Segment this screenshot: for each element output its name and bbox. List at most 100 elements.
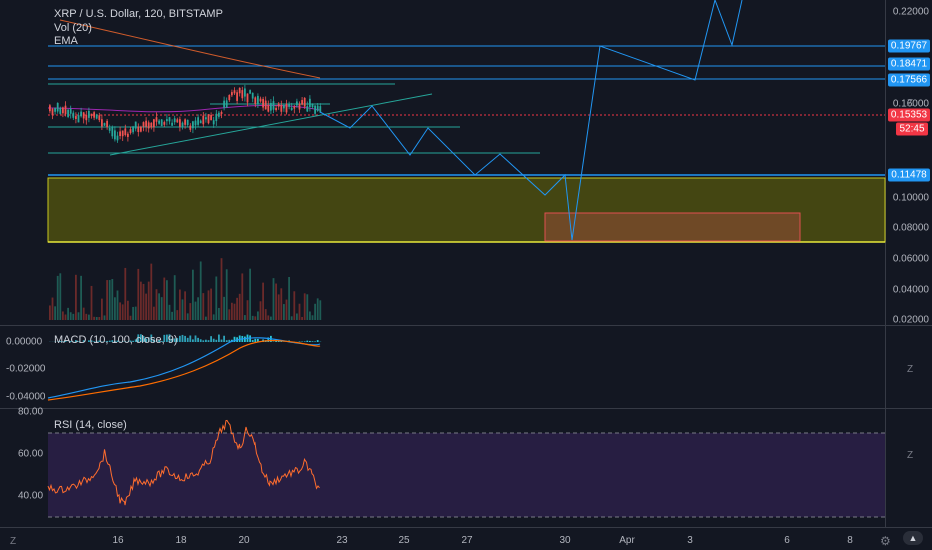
candle [56,102,59,112]
volume-bar [301,316,303,320]
candle [197,117,199,125]
candle [106,120,108,128]
volume-bar [49,305,51,320]
volume-bar [280,288,283,320]
volume-bar [202,293,205,320]
macd-hist-bar [132,340,134,342]
macd-hist-bar [121,341,124,342]
macd-hist-bar [137,334,140,342]
volume-bar [171,311,173,320]
candle [140,126,142,132]
price-axis[interactable] [885,0,932,325]
volume-bar [212,314,215,320]
macd-hist-bar [205,339,207,342]
macd-hist-bar [223,335,225,342]
price-tick: 0.22000 [892,6,929,18]
volume-bar [140,281,142,320]
candle [316,105,319,111]
macd-hist-bar [155,340,158,342]
symbol-legend[interactable]: XRP / U.S. Dollar, 120, BITSTAMP [54,8,223,20]
candle [311,104,314,108]
vol-legend[interactable]: Vol (20) [54,22,92,34]
macd-hist-bar [238,335,241,342]
candle [228,95,231,101]
macd-signal-line [47,340,321,401]
volume-bar [142,283,145,320]
rsi-band [48,433,885,517]
volume-bar [69,312,72,320]
volume-bar [298,303,301,320]
volume-bar [259,301,262,320]
macd-hist-bar [306,340,309,342]
volume-bar [210,288,212,320]
macd-hist-bar [147,337,150,342]
candle [95,114,98,119]
countdown-badge: 52:45 [896,122,928,136]
zoom-icon[interactable]: Z [10,536,17,547]
macd-hist-bar [233,336,236,342]
macd-hist-bar [82,340,85,342]
macd-hist-bar [150,334,153,342]
candle [67,109,69,117]
macd-hist-bar [194,335,197,342]
macd-hist-bar [90,340,93,342]
macd-hist-bar [249,335,251,342]
zoom-icon[interactable]: Z [907,450,914,461]
candle [275,107,277,111]
volume-bar [272,278,275,320]
candle [303,97,306,107]
ema-line [59,19,321,79]
candle [223,100,225,108]
zoom-icon[interactable]: Z [907,98,914,109]
volume-bar [311,315,314,320]
macd-hist-bar [228,339,231,342]
volume-bar [145,293,147,320]
rsi-line [47,419,320,506]
candle [184,119,186,125]
candle [132,126,134,133]
candle [244,88,246,97]
candle [160,119,163,127]
price-tick: 0.16000 [892,98,929,110]
macd-hist-bar [311,341,314,342]
candle [288,103,290,107]
candle [259,98,262,102]
gear-icon[interactable]: ⚙ [880,534,891,548]
volume-bar [95,316,98,320]
macd-pane[interactable] [0,326,885,408]
macd-axis[interactable] [885,326,932,408]
macd-hist-bar [210,336,212,342]
candle [147,122,150,129]
price-badge-18471: 0.18471 [888,57,930,71]
zoom-icon[interactable]: Z [907,364,914,375]
volume-bar [137,268,140,320]
volume-bar [90,285,93,320]
candle [137,126,140,133]
candle [272,101,275,110]
price-pane[interactable] [0,0,885,325]
price-tick: 0.08000 [892,222,929,234]
pane-separator[interactable] [0,408,932,409]
price-badge-11478: 0.11478 [888,168,930,182]
rsi-axis[interactable] [885,409,932,527]
ema-legend[interactable]: EMA [54,35,78,47]
candle [225,100,228,108]
macd-hist-bar [114,340,116,342]
macd-hist-bar [142,336,145,342]
price-tick: 0.02000 [892,314,929,326]
rsi-legend[interactable]: RSI (14, close) [54,419,127,431]
macd-hist-bar [267,337,270,342]
price-tick: 0.06000 [892,253,929,265]
tv-logo-icon: ▲ [903,531,923,545]
macd-hist-bar [215,339,218,342]
macd-legend[interactable]: MACD (10, 100, close, 9) [54,334,178,346]
pane-separator[interactable] [0,325,932,326]
volume-bar [197,297,199,320]
volume-bar [309,311,311,320]
macd-hist-bar [95,340,98,342]
volume-bar [168,304,171,320]
candle [158,120,160,124]
candle [142,122,145,127]
macd-hist-bar [257,338,259,342]
